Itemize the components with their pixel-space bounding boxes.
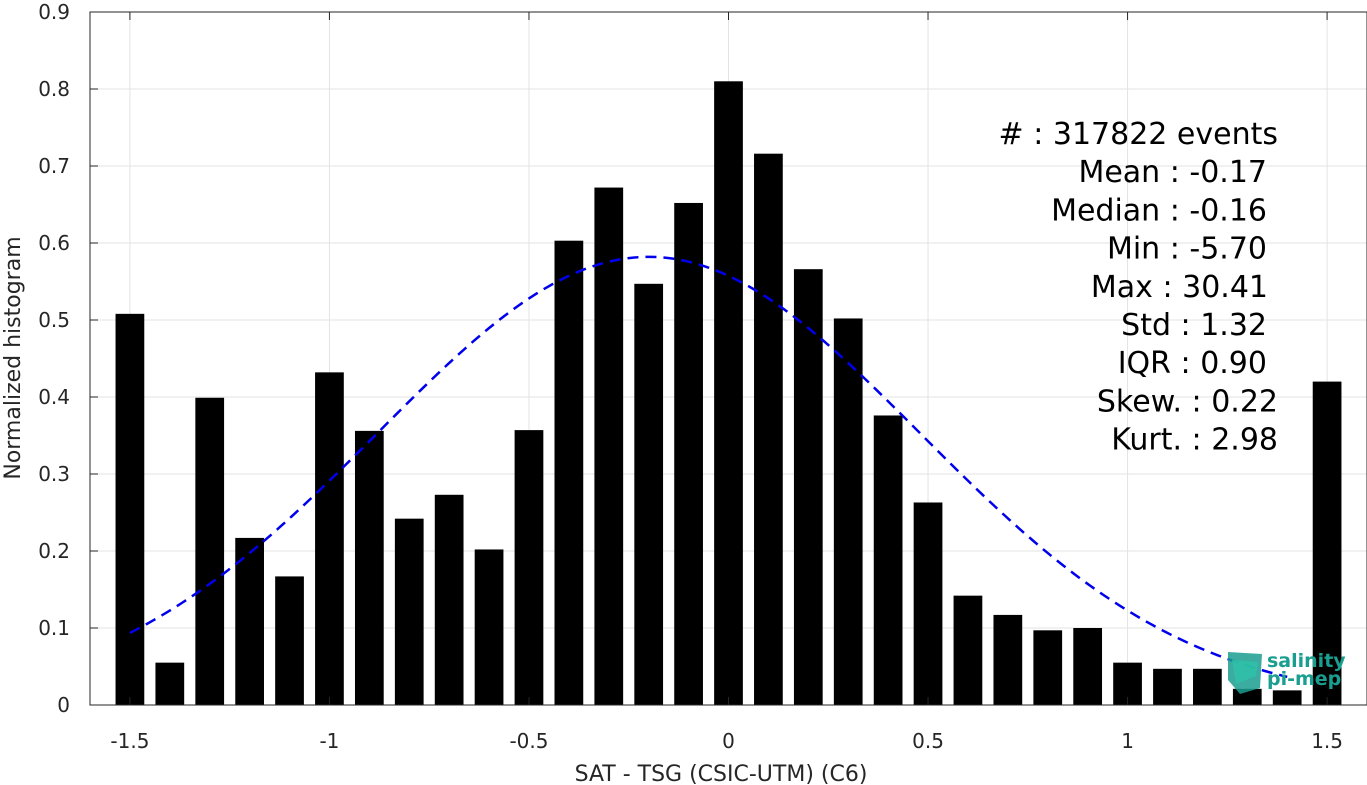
y-tick-label: 0.2: [38, 539, 70, 563]
stat-line: IQR : 0.90: [1118, 346, 1267, 381]
histogram-bars: [115, 81, 1342, 706]
y-tick-label: 0.3: [38, 462, 70, 486]
logo-text-line1: salinity: [1267, 650, 1346, 672]
x-tick-label: -1: [319, 729, 339, 753]
histogram-bar: [554, 240, 584, 705]
y-axis-label: Normalized histogram: [1, 236, 26, 479]
histogram-bar: [833, 318, 863, 705]
histogram-bar: [1312, 381, 1342, 705]
y-tick-label: 0.1: [38, 616, 70, 640]
histogram-bar: [714, 81, 743, 706]
x-tick-label: 1: [1121, 729, 1134, 753]
y-tick-label: 0: [57, 693, 70, 717]
histogram-bar: [474, 549, 504, 705]
histogram-bar: [155, 662, 185, 705]
histogram-bar: [1153, 668, 1182, 705]
stat-line: Min : -5.70: [1107, 232, 1267, 267]
stat-line: # : 317822 events: [999, 117, 1278, 152]
x-axis-label: SAT - TSG (CSIC-UTM) (C6): [575, 762, 868, 785]
y-axis-ticks: 0 0.1 0.2 0.3 0.4 0.5 0.6 0.7 0.8 0.9: [38, 0, 98, 717]
histogram-bar: [1073, 628, 1103, 705]
histogram-bar: [514, 430, 544, 705]
x-axis-ticks: -1.5 -1 -0.5 0 0.5 1 1.5: [110, 12, 1343, 753]
histogram-bar: [235, 537, 264, 705]
y-tick-label: 0.6: [38, 231, 70, 255]
stat-line: Max : 30.41: [1091, 270, 1268, 305]
y-tick-label: 0.8: [38, 77, 70, 101]
stat-line: Median : -0.16: [1051, 193, 1267, 228]
histogram-bar: [315, 372, 344, 705]
histogram-bar: [913, 502, 943, 705]
x-tick-label: 0.5: [912, 729, 944, 753]
y-tick-label: 0.5: [38, 308, 70, 332]
x-tick-label: 1.5: [1311, 729, 1343, 753]
y-tick-label: 0.7: [38, 154, 70, 178]
stat-line: Std : 1.32: [1121, 308, 1267, 343]
stat-line: Mean : -0.17: [1078, 155, 1267, 190]
histogram-bar: [115, 313, 145, 705]
histogram-bar: [394, 518, 424, 705]
gaussian-fit-curve: [129, 255, 1288, 679]
histogram-bar: [634, 283, 664, 705]
histogram-bar: [793, 269, 823, 705]
histogram-bar: [275, 576, 304, 705]
histogram-bar: [594, 187, 624, 705]
histogram-bar: [434, 494, 464, 705]
histogram-bar: [754, 153, 783, 705]
histogram-bar: [674, 202, 703, 705]
logo-wave-highlight-icon: [1232, 660, 1258, 684]
y-tick-label: 0.9: [38, 0, 70, 24]
stat-line: Skew. : 0.22: [1097, 384, 1278, 419]
histogram-bar: [1193, 668, 1222, 705]
stat-line: Kurt. : 2.98: [1111, 423, 1278, 458]
histogram-bar: [993, 614, 1023, 705]
histogram-bar: [953, 595, 983, 705]
y-tick-label: 0.4: [38, 385, 70, 409]
histogram-bar: [195, 397, 225, 705]
x-tick-label: -0.5: [509, 729, 548, 753]
histogram-bar: [1033, 630, 1063, 705]
histogram-bar: [354, 430, 384, 705]
histogram-bar: [873, 415, 903, 705]
histogram-bar: [1272, 690, 1302, 705]
logo-text-line2: pi-mep: [1267, 668, 1341, 690]
x-tick-label: 0: [722, 729, 735, 753]
x-tick-label: -1.5: [110, 729, 149, 753]
